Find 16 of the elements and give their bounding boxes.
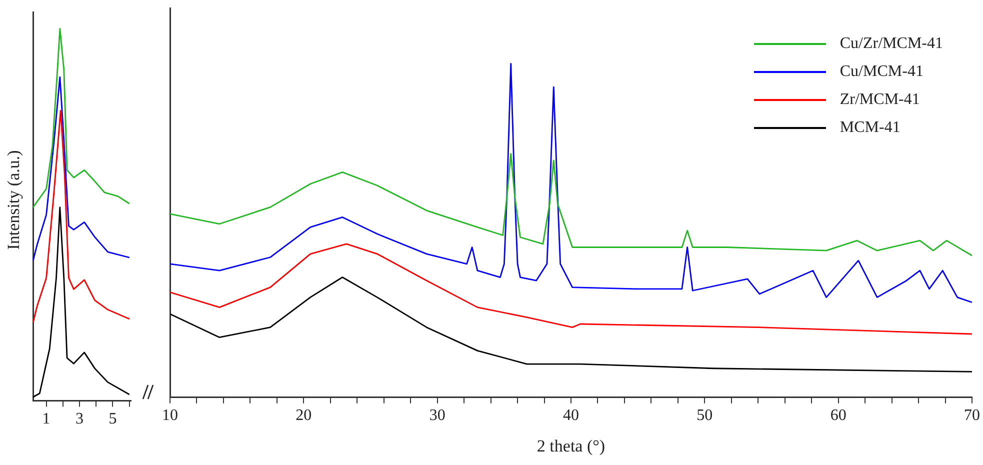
x-tick-label: 50	[696, 407, 713, 424]
x-tick-label: 30	[429, 407, 446, 424]
legend-label: MCM-41	[840, 119, 900, 137]
y-axis-title: Intensity (a.u.)	[4, 150, 24, 250]
x-tick-label: 40	[563, 407, 579, 424]
legend-label: Cu/MCM-41	[840, 63, 924, 81]
x-tick-label: 1	[42, 410, 50, 428]
x-tick-label: 60	[830, 407, 846, 424]
x-tick-label: 70	[964, 407, 980, 424]
legend-label: Cu/Zr/MCM-41	[840, 35, 943, 53]
x-tick-label: 5	[108, 410, 117, 428]
legend-label: Zr/MCM-41	[840, 91, 920, 109]
x-tick-label: 10	[162, 407, 178, 424]
x-axis-title: 2 theta (°)	[536, 436, 606, 456]
x-tick-label: 3	[76, 410, 84, 428]
x-tick-label: 20	[296, 407, 312, 424]
